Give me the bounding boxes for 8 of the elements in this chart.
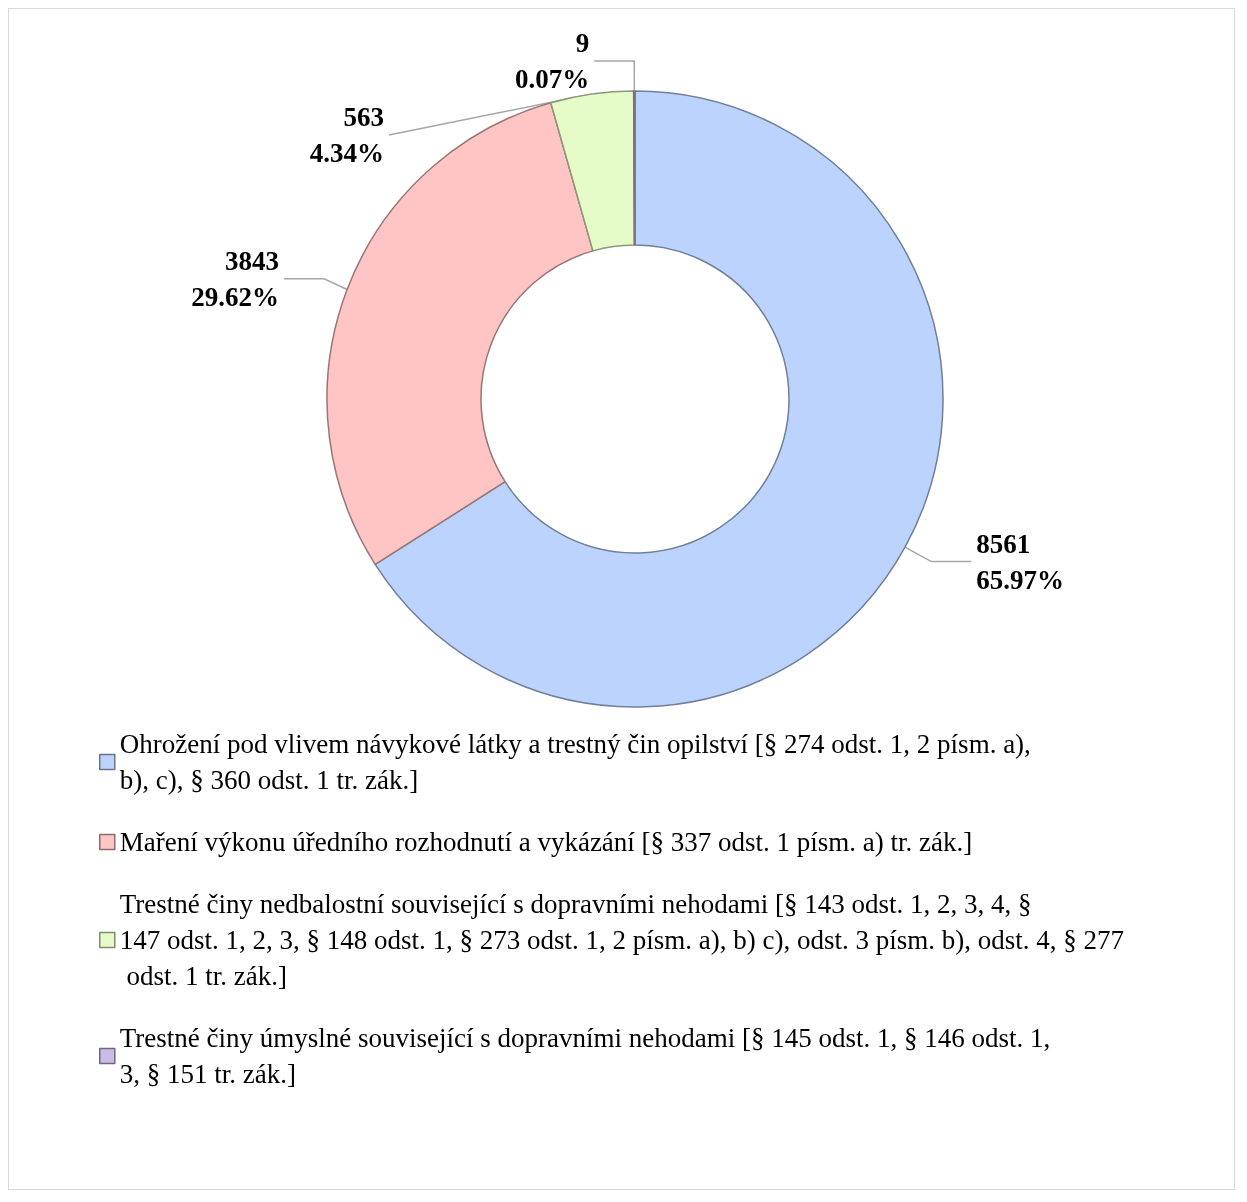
data-label: 8561 65.97% [976,528,1065,595]
data-label: 563 4.34% [309,102,384,168]
legend-label: Trestné činy nedbalostní související s dopravními nehodami [§ 143 odst. 1, 2, 3, 4, § 147 odst. 1, 2, 3, § 148 odst. 1, § 273 odst. 1, 2 písm. a), b) c), odst. 3 písm. b), odst. 4, § 277 odst. 1 tr. zák.] [119,889,1124,991]
data-label: 3843 29.62% [191,245,280,312]
legend-label: Maření výkonu úředního rozhodnutí a vykázání [§ 337 odst. 1 písm. a) tr. zák.] [119,827,973,857]
data-label: 9 0.07% [515,28,590,94]
legend-label: Ohrožení pod vlivem návykové látky a trestný čin opilství [§ 274 odst. 1, 2 písm. a), b), c), § 360 odst. 1 tr. zák.] [119,729,1038,795]
legend-label: Trestné činy úmyslné související s dopravními nehodami [§ 145 odst. 1, § 146 odst. 1, 3, § 151 tr. zák.] [119,1023,1057,1089]
